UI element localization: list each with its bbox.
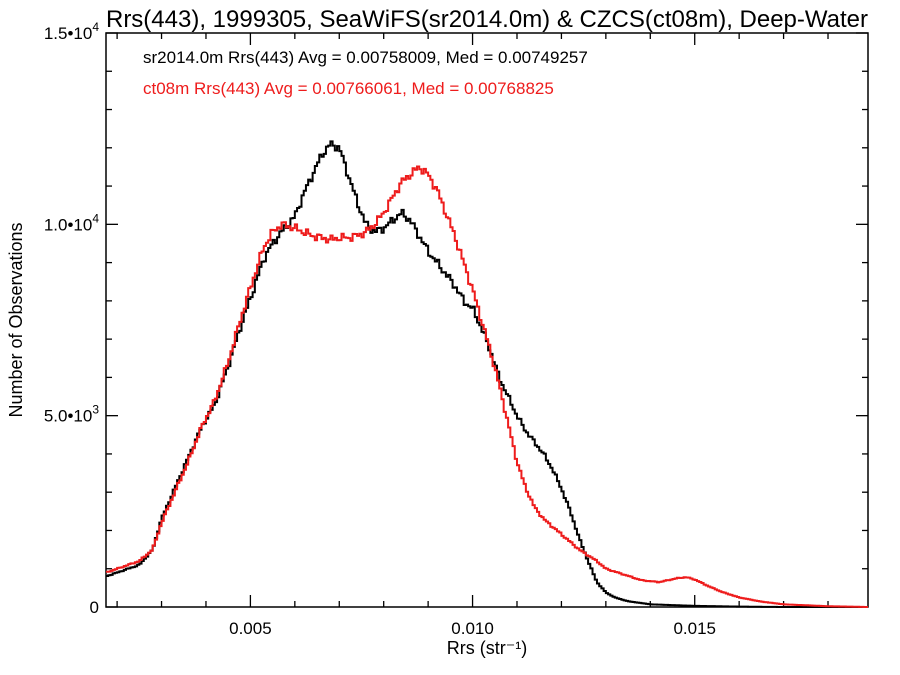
y-tick-label: 5.0•103 <box>44 403 100 426</box>
x-tick-label: 0.005 <box>229 619 272 638</box>
y-tick-label: 0 <box>90 598 99 617</box>
y-axis-label: Number of Observations <box>6 222 26 417</box>
chart-title: Rrs(443), 1999305, SeaWiFS(sr2014.0m) & … <box>106 6 868 33</box>
axis-tick-labels: 0.005 0.010 0.015 0 5.0•103 1.0•104 1.5•104 <box>44 20 716 638</box>
series-0-stat-text: sr2014.0m Rrs(443) Avg = 0.00758009, Med… <box>143 48 588 67</box>
x-axis-label: Rrs (str⁻¹) <box>447 638 527 658</box>
y-tick-label: 1.5•104 <box>44 20 100 43</box>
plot-frame <box>105 32 869 608</box>
series-sr2014.0m-histogram <box>106 140 868 608</box>
series-ct08m-histogram <box>106 165 868 608</box>
x-tick-label: 0.010 <box>451 619 494 638</box>
y-tick-label: 1.0•104 <box>44 211 100 234</box>
x-tick-label: 0.015 <box>673 619 716 638</box>
histogram-series <box>106 140 868 608</box>
series-1-stat-text: ct08m Rrs(443) Avg = 0.00766061, Med = 0… <box>143 79 554 98</box>
axis-ticks <box>106 32 868 608</box>
